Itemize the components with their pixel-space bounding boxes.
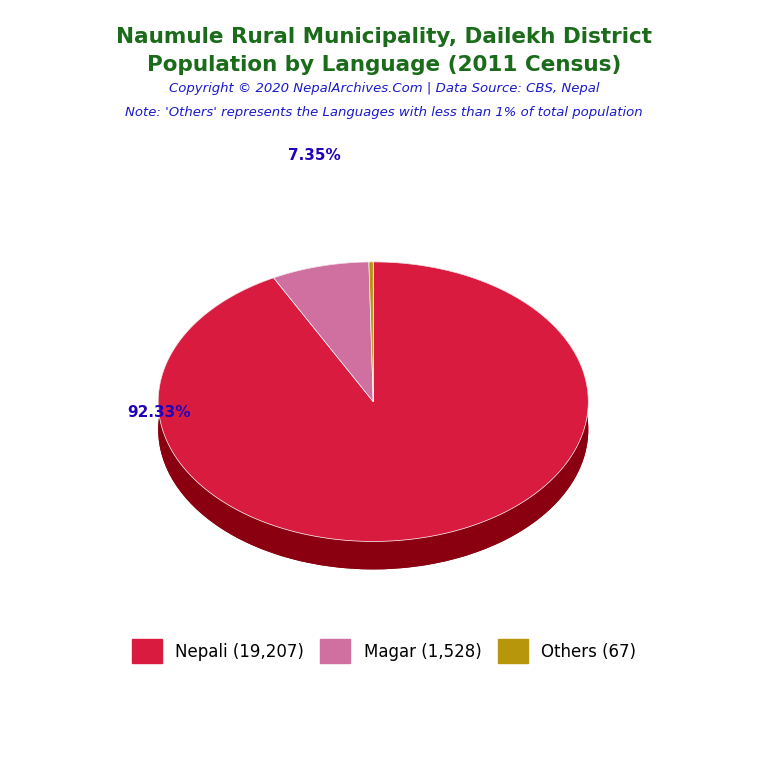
PathPatch shape (158, 262, 588, 541)
Text: Note: 'Others' represents the Languages with less than 1% of total population: Note: 'Others' represents the Languages … (125, 106, 643, 119)
Polygon shape (158, 262, 588, 569)
Legend: Nepali (19,207), Magar (1,528), Others (67): Nepali (19,207), Magar (1,528), Others (… (125, 633, 643, 670)
Polygon shape (273, 262, 369, 306)
Polygon shape (369, 262, 373, 429)
PathPatch shape (369, 262, 373, 402)
Polygon shape (273, 278, 373, 429)
Polygon shape (369, 262, 373, 429)
Text: 92.33%: 92.33% (127, 405, 190, 420)
Polygon shape (273, 278, 373, 429)
Text: Copyright © 2020 NepalArchives.Com | Data Source: CBS, Nepal: Copyright © 2020 NepalArchives.Com | Dat… (169, 82, 599, 95)
PathPatch shape (273, 262, 373, 402)
Ellipse shape (158, 290, 588, 569)
Text: Population by Language (2011 Census): Population by Language (2011 Census) (147, 55, 621, 75)
Polygon shape (369, 262, 373, 290)
Text: 7.35%: 7.35% (288, 148, 341, 164)
Text: Naumule Rural Municipality, Dailekh District: Naumule Rural Municipality, Dailekh Dist… (116, 27, 652, 47)
